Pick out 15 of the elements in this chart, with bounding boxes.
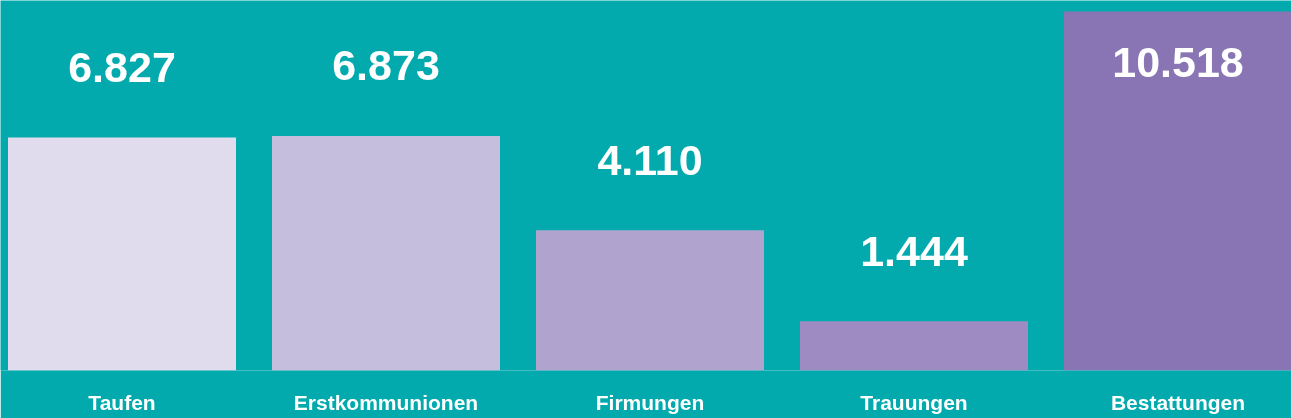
bar	[1064, 11, 1291, 371]
bar	[8, 137, 236, 371]
x-tick-label: Taufen	[88, 390, 156, 414]
data-label: 10.518	[1112, 38, 1244, 86]
data-label: 1.444	[860, 226, 968, 275]
data-label: 6.873	[332, 41, 440, 90]
x-tick-label: Firmungen	[595, 390, 705, 414]
bar	[536, 230, 764, 371]
bar	[272, 135, 500, 371]
data-label: 6.827	[68, 42, 176, 91]
data-label: 4.110	[597, 135, 703, 184]
x-tick-label: Erstkommunionen	[293, 390, 479, 414]
x-tick-label: Trauungen	[860, 390, 968, 414]
bar	[800, 321, 1028, 371]
x-tick-label: Bestattungen	[1110, 390, 1246, 414]
